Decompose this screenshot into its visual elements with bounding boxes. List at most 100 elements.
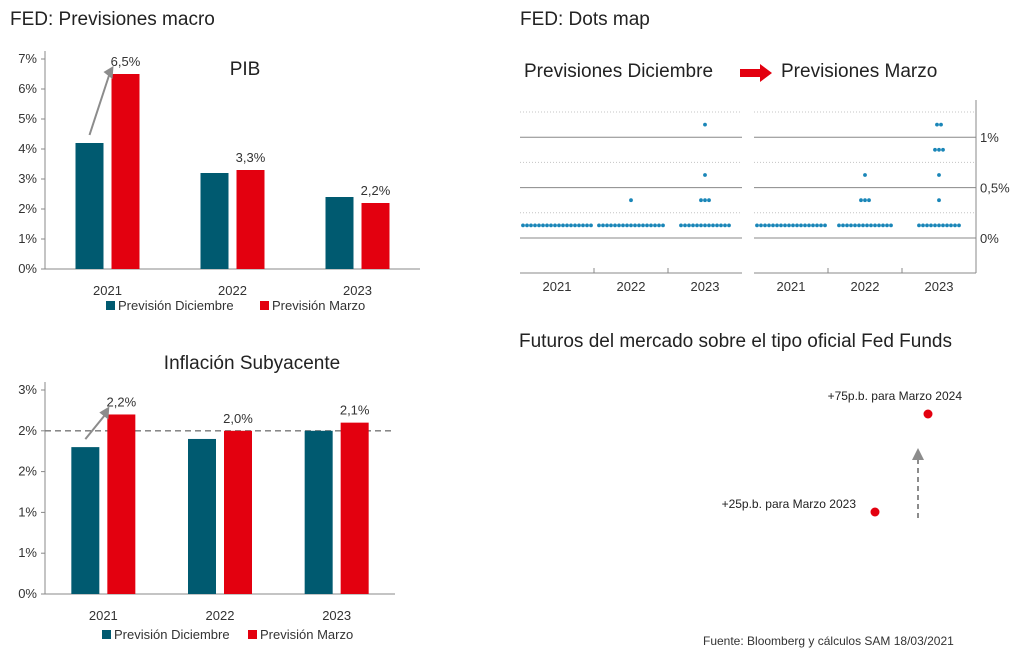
dot-dec-2023 (715, 223, 719, 228)
pib-chart: 0% 1% 2% 3% 4% 5% 6% 7% PIB 6,5% 2021 3,3% 2022 2,2% 2… (18, 51, 420, 313)
pib-y-tick-label: 6% (18, 81, 37, 96)
dot-mar-2022 (885, 223, 889, 228)
inflacion-legend-swatch-mar (248, 630, 257, 639)
dot-dec-2023 (707, 198, 711, 203)
dot-dec-2022 (629, 198, 633, 203)
inflation-chart: 0% 1% 1% 2% 2% 3% Inflación Subyacente 2,2% 2021… (18, 353, 395, 642)
dot-mar-2021 (779, 223, 783, 228)
dot-dec-2021 (545, 223, 549, 228)
dot-dec-2023 (707, 223, 711, 228)
futures-section-title: Futuros del mercado sobre el tipo oficia… (519, 331, 952, 352)
dot-mar-2022 (889, 223, 893, 228)
dot-dec-2021 (573, 223, 577, 228)
dot-mar-2021 (755, 223, 759, 228)
dot-mar-2023 (953, 223, 957, 228)
dot-dec-2023 (683, 223, 687, 228)
dot-dec-2022 (661, 223, 665, 228)
inflacion-bar-mar-2022 (224, 430, 252, 594)
inflacion-change-arrowhead-icon (99, 406, 110, 420)
inflacion-y-tick-label: 1% (18, 545, 37, 560)
dot-dec-2022 (609, 223, 613, 228)
dot-dec-2022 (617, 223, 621, 228)
dots-x-label-dec-2023: 2023 (691, 279, 720, 294)
pib-bar-dec-2022 (200, 173, 229, 269)
dot-dec-2023 (703, 173, 707, 177)
dot-dec-2023 (699, 223, 703, 228)
dot-mar-2021 (815, 223, 819, 228)
dot-mar-2023 (937, 173, 941, 177)
dot-dec-2021 (521, 223, 525, 228)
dot-mar-2022 (869, 223, 873, 228)
pib-x-label-2023: 2023 (343, 283, 372, 298)
dot-dec-2021 (589, 223, 593, 228)
pib-bar-dec-2023 (325, 197, 354, 269)
dot-dec-2023 (703, 223, 707, 228)
dot-mar-2022 (877, 223, 881, 228)
pib-x-label-2022: 2022 (218, 283, 247, 298)
pib-y-tick-label: 1% (18, 231, 37, 246)
pib-y-tick-label: 0% (18, 261, 37, 276)
dot-dec-2021 (541, 223, 545, 228)
dot-mar-2021 (767, 223, 771, 228)
inflacion-bar-dec-2023 (304, 430, 333, 594)
dot-mar-2023 (939, 122, 943, 127)
inflacion-bar-dec-2022 (188, 438, 216, 594)
pib-legend-swatch-dec (106, 301, 115, 310)
dot-mar-2021 (759, 223, 763, 228)
dot-mar-2022 (863, 173, 867, 177)
dot-mar-2023 (937, 198, 941, 203)
pib-y-tick-label: 3% (18, 171, 37, 186)
pib-bar-mar-2021 (111, 74, 140, 269)
dot-mar-2022 (881, 223, 885, 228)
dot-mar-2021 (763, 223, 767, 228)
futures-label-2024: +75p.b. para Marzo 2024 (828, 389, 963, 403)
inflacion-legend-label-dec: Previsión Diciembre (114, 627, 230, 642)
futures-point-2024 (923, 409, 933, 419)
inflacion-x-label-2023: 2023 (322, 608, 351, 623)
dot-dec-2023 (711, 223, 715, 228)
dots-y-tick-label: 0,5% (980, 181, 1010, 196)
dots-x-label-mar-2021: 2021 (777, 279, 806, 294)
inflacion-y-tick-label: 2% (18, 464, 37, 479)
dots-y-tick-label: 1% (980, 130, 999, 145)
source-note: Fuente: Bloomberg y cálculos SAM 18/03/2… (703, 634, 954, 648)
dots-label-march: Previsiones Marzo (781, 61, 938, 82)
dot-dec-2022 (605, 223, 609, 228)
dot-mar-2023 (929, 223, 933, 228)
dots-x-label-dec-2022: 2022 (617, 279, 646, 294)
dot-dec-2021 (565, 223, 569, 228)
pib-bar-dec-2021 (75, 143, 104, 269)
inflacion-legend-label-mar: Previsión Marzo (260, 627, 353, 642)
dot-mar-2021 (783, 223, 787, 228)
dots-section-title: FED: Dots map (520, 9, 650, 30)
dot-dec-2022 (621, 223, 625, 228)
dot-mar-2022 (863, 198, 867, 203)
dot-mar-2023 (945, 223, 949, 228)
dot-dec-2021 (537, 223, 541, 228)
dot-dec-2021 (577, 223, 581, 228)
inflacion-y-tick-label: 1% (18, 504, 37, 519)
pib-change-arrow (88, 73, 111, 136)
inflacion-title: Inflación Subyacente (164, 353, 340, 374)
dot-dec-2021 (525, 223, 529, 228)
dot-mar-2021 (819, 223, 823, 228)
dot-dec-2023 (703, 198, 707, 203)
dot-mar-2022 (859, 198, 863, 203)
pib-y-tick-label: 7% (18, 51, 37, 66)
dot-mar-2023 (941, 147, 945, 152)
dot-mar-2023 (941, 223, 945, 228)
inflacion-bar-mar-2021 (107, 414, 136, 594)
dot-mar-2021 (771, 223, 775, 228)
dot-dec-2023 (703, 122, 707, 127)
dots-chart: 2021 2022 2023 2021 2022 2023 0% 0,5% 1% (520, 100, 1010, 294)
dot-mar-2022 (861, 223, 865, 228)
dot-mar-2022 (853, 223, 857, 228)
dot-dec-2023 (679, 223, 683, 228)
dot-dec-2023 (727, 223, 731, 228)
inflacion-data-label-2021: 2,2% (107, 394, 137, 409)
dot-mar-2021 (807, 223, 811, 228)
dot-mar-2021 (823, 223, 827, 228)
pib-data-label-2021: 6,5% (111, 54, 141, 69)
dot-dec-2022 (653, 223, 657, 228)
dot-mar-2021 (787, 223, 791, 228)
